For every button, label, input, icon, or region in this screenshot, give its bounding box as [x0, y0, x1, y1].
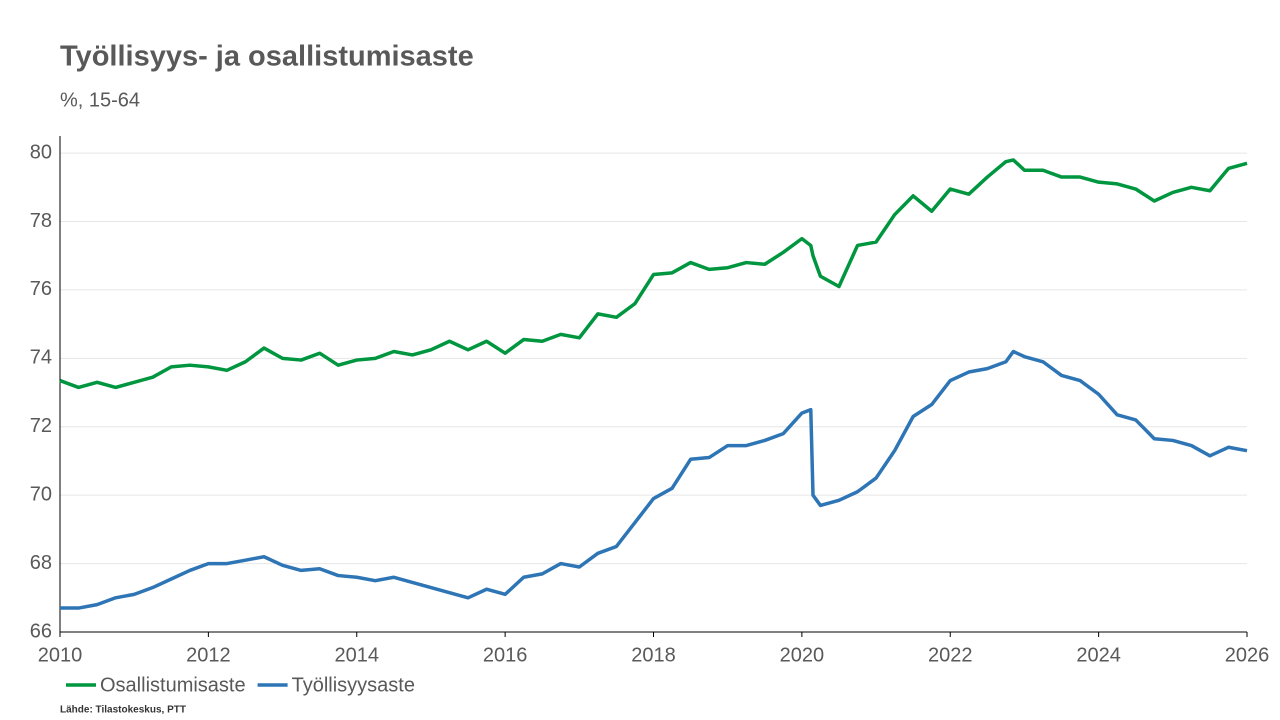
x-tick-label: 2026	[1225, 644, 1270, 666]
x-tick-label: 2018	[631, 644, 676, 666]
y-tick-label: 70	[30, 483, 52, 505]
y-tick-label: 76	[30, 278, 52, 300]
series-line	[60, 349, 1248, 610]
source: Lähde: Tilastokeskus, PTT	[60, 705, 186, 716]
x-tick-label: 2016	[483, 644, 528, 666]
y-tick-label: 72	[30, 415, 52, 437]
x-tick-label: 2012	[186, 644, 231, 666]
chart-title: Työllisyys- ja osallistumisaste	[60, 41, 474, 73]
series-line	[59, 158, 1248, 390]
y-tick-label: 66	[30, 620, 52, 642]
x-tick-label: 2014	[335, 644, 380, 666]
y-tick-label: 80	[30, 141, 52, 163]
x-tick-label: 2022	[928, 644, 973, 666]
y-tick-label: 74	[30, 347, 52, 369]
y-tick-label: 68	[30, 552, 52, 574]
y-tick-label: 78	[30, 210, 52, 232]
x-tick-label: 2024	[1076, 644, 1121, 666]
legend-label: Työllisyysaste	[292, 674, 415, 696]
x-tick-label: 2010	[38, 644, 83, 666]
legend-label: Osallistumisaste	[100, 674, 246, 696]
chart-subtitle: %, 15-64	[60, 89, 140, 111]
x-tick-label: 2020	[780, 644, 825, 666]
